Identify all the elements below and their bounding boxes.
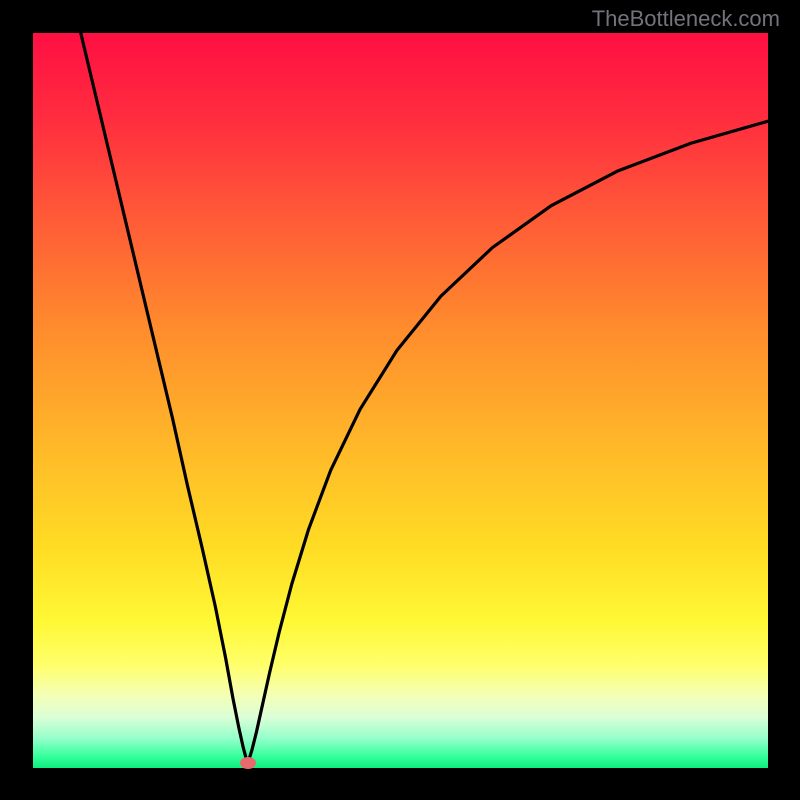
watermark-text: TheBottleneck.com bbox=[592, 6, 780, 32]
bottleneck-curve bbox=[33, 33, 768, 768]
optimum-marker bbox=[240, 757, 256, 769]
plot-area bbox=[33, 33, 768, 768]
curve-path bbox=[81, 33, 768, 763]
